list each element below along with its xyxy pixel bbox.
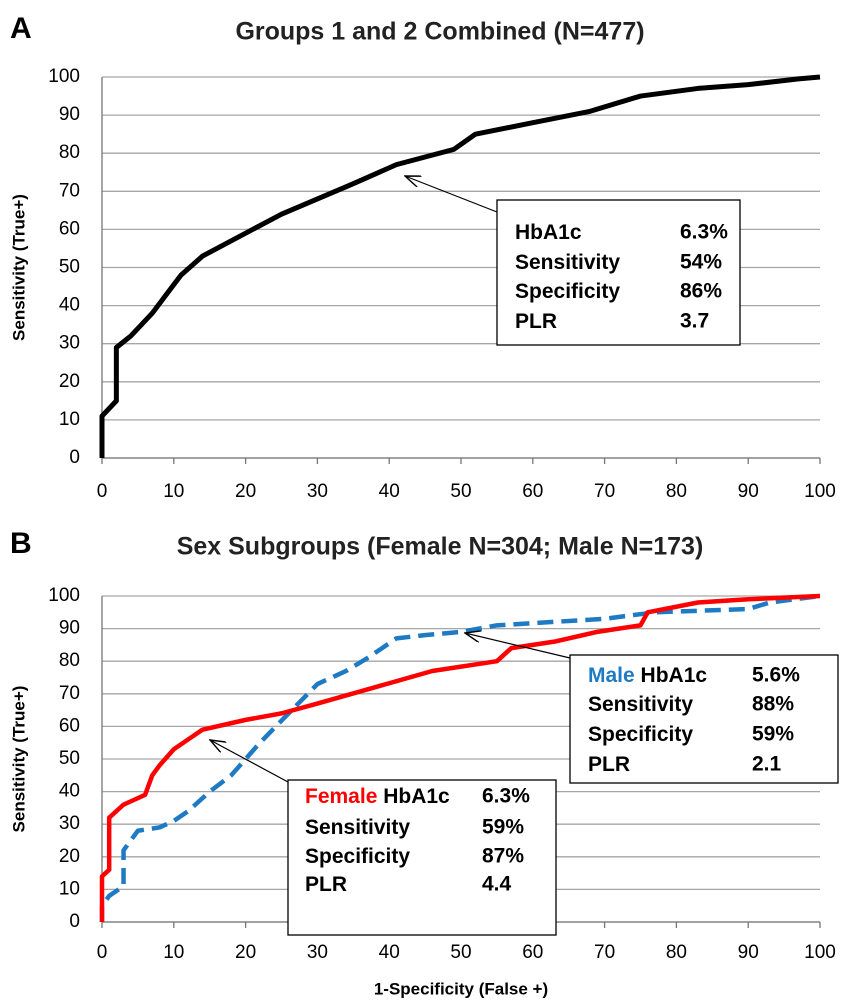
roc-line [99,593,821,922]
annotation-label: Sensitivity [305,816,410,839]
y-tick-label: 0 [69,447,80,468]
annotation-group: Male [588,664,635,687]
annotation-label: Sensitivity [515,251,620,274]
x-tick-label: 50 [450,942,471,963]
x-tick-label: 70 [594,481,615,502]
y-tick-label: 40 [59,781,80,802]
annotation-key: Sensitivity [588,693,693,716]
annotation-key: HbA1c [641,664,708,687]
x-tick-label: 0 [97,481,108,502]
y-tick-label: 0 [69,911,80,932]
annotation-key: Specificity [515,280,620,303]
y-axis-label: Sensitivity (True+) [9,194,28,341]
y-tick-label: 50 [59,257,80,278]
y-tick-label: 90 [59,104,80,125]
x-tick-label: 70 [594,942,615,963]
y-tick-label: 70 [59,683,80,704]
annotation-value: 2.1 [752,753,782,776]
y-tick-label: 30 [59,813,80,834]
x-tick-label: 100 [804,942,836,963]
chart-title: Sex Subgroups (Female N=304; Male N=173) [177,533,704,561]
annotation-label: Female HbA1c [305,785,450,808]
annotation-label: HbA1c [515,221,582,244]
y-tick-label: 20 [59,846,80,867]
x-tick-label: 30 [307,942,328,963]
x-tick-label: 100 [804,481,836,502]
y-tick-label: 60 [59,218,80,239]
x-tick-label: 90 [738,942,759,963]
x-tick-label: 0 [97,942,108,963]
annotation-key: Sensitivity [305,816,410,839]
roc-line [99,74,821,458]
annotation-box [287,779,557,936]
x-tick-label: 10 [163,942,184,963]
annotation-value: 88% [752,693,794,716]
x-tick-label: 90 [738,481,759,502]
annotation-key: HbA1c [515,221,582,244]
x-tick-label: 80 [666,942,687,963]
annotation-key: Specificity [305,845,410,868]
annotation-box [569,654,839,784]
annotation-label: PLR [588,753,630,776]
y-tick-label: 50 [59,748,80,769]
x-axis-label: 1-Specificity (False +) [374,979,548,998]
annotation-label: Specificity [588,723,693,746]
x-tick-label: 30 [307,481,328,502]
annotation-key: PLR [305,873,347,896]
annotation-value: 54% [680,251,722,274]
annotation-value: 59% [752,723,794,746]
y-tick-label: 30 [59,333,80,354]
annotation-label: PLR [515,310,557,333]
y-tick-label: 100 [48,585,80,606]
annotation-value: 6.3% [482,785,530,808]
y-tick-label: 80 [59,650,80,671]
annotation-key: HbA1c [383,785,450,808]
x-tick-label: 80 [666,481,687,502]
annotation-label: Sensitivity [588,693,693,716]
panel-label: A [10,12,32,45]
y-tick-label: 100 [48,66,80,87]
annotation-group: Female [305,785,377,808]
annotation-key: Specificity [588,723,693,746]
x-tick-label: 20 [235,942,256,963]
y-tick-label: 20 [59,371,80,392]
annotation-arrow [210,740,289,783]
y-tick-label: 40 [59,295,80,316]
annotation-arrow [405,176,498,213]
y-axis-label: Sensitivity (True+) [9,686,28,833]
panel-label: B [10,527,32,560]
chart-title: Groups 1 and 2 Combined (N=477) [235,18,644,46]
annotation-value: 86% [680,280,722,303]
y-tick-label: 10 [59,878,80,899]
annotation-arrow [465,633,571,659]
annotation-label: Specificity [305,845,410,868]
y-tick-label: 70 [59,180,80,201]
x-tick-label: 20 [235,481,256,502]
y-tick-label: 10 [59,409,80,430]
y-tick-label: 60 [59,715,80,736]
y-tick-label: 80 [59,142,80,163]
annotation-key: Sensitivity [515,251,620,274]
annotation-label: Specificity [515,280,620,303]
y-tick-label: 90 [59,618,80,639]
x-tick-label: 60 [522,942,543,963]
annotation-key: PLR [515,310,557,333]
annotation-key: PLR [588,753,630,776]
annotation-label: PLR [305,873,347,896]
annotation-value: 5.6% [752,664,800,687]
annotation-value: 3.7 [680,310,709,333]
annotation-label: Male HbA1c [588,664,707,687]
annotation-value: 6.3% [680,221,728,244]
x-tick-label: 60 [522,481,543,502]
x-tick-label: 40 [379,481,400,502]
annotation-box [496,199,741,346]
annotation-value: 87% [482,845,524,868]
annotation-value: 59% [482,816,524,839]
x-tick-label: 10 [163,481,184,502]
x-tick-label: 40 [379,942,400,963]
annotation-value: 4.4 [482,873,512,896]
x-tick-label: 50 [450,481,471,502]
